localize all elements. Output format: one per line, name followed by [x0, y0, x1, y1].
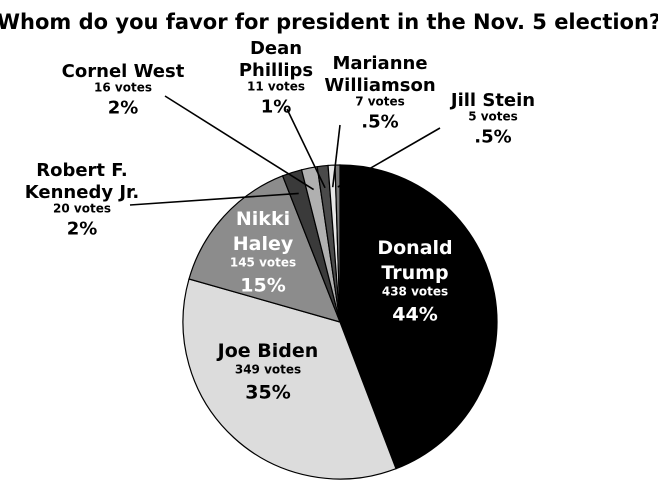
slice-name-line: Kennedy Jr. [25, 182, 139, 203]
slice-name-line: Nikki [236, 208, 290, 230]
slice-percent-label: 15% [240, 274, 285, 296]
slice-name-line: Joe Biden [216, 340, 319, 362]
slice-votes-label: 7 votes [355, 94, 405, 108]
slice-votes-label: 145 votes [230, 255, 296, 269]
slice-name-line: Trump [381, 262, 448, 284]
slice-percent-label: 1% [261, 96, 292, 117]
pie-slice-nikki-haley [188, 175, 342, 323]
slice-votes-label: 349 votes [235, 362, 301, 376]
slice-votes-label: 16 votes [94, 80, 152, 94]
slice-label-robert-f-kennedy-jr: Robert F.Kennedy Jr.20 votes 2% [25, 160, 139, 239]
slice-percent-label: 2% [108, 97, 139, 118]
slice-percent-label: .5% [474, 126, 511, 147]
leader-line-cornel-west [164, 95, 315, 191]
slice-name-line: Dean [250, 38, 302, 59]
slice-votes-label: 11 votes [247, 79, 305, 93]
slice-name-line: Jill Stein [449, 90, 535, 111]
leader-line-jill-stein [337, 127, 441, 188]
slice-votes-label: 5 votes [468, 109, 518, 123]
leader-line-marianne-williamson [331, 124, 341, 188]
slice-name-line: Phillips [239, 60, 313, 81]
slice-votes-label: 438 votes [382, 284, 448, 298]
leader-lines [129, 95, 441, 206]
pie-slice-joe-biden [182, 278, 397, 480]
slice-name-line: Marianne [332, 53, 427, 74]
slice-name-line: Cornel West [62, 61, 185, 82]
pie-slice-donald-trump [339, 164, 498, 470]
pie-slices [182, 164, 498, 480]
slice-name-line: Williamson [324, 75, 435, 96]
slice-name-line: Donald [377, 237, 452, 259]
slice-percent-label: .5% [361, 111, 398, 132]
slice-name-line: Haley [233, 233, 294, 255]
slice-votes-label: 20 votes [53, 201, 111, 215]
slice-percent-label: 2% [67, 218, 98, 239]
leader-line-dean-phillips [286, 108, 326, 189]
leader-line-robert-f-kennedy-jr [129, 192, 299, 206]
chart-title: Whom do you favor for president in the N… [0, 10, 658, 34]
slice-percent-label: 44% [392, 303, 437, 325]
slice-name-line: Robert F. [36, 160, 128, 181]
slice-percent-label: 35% [245, 381, 290, 403]
